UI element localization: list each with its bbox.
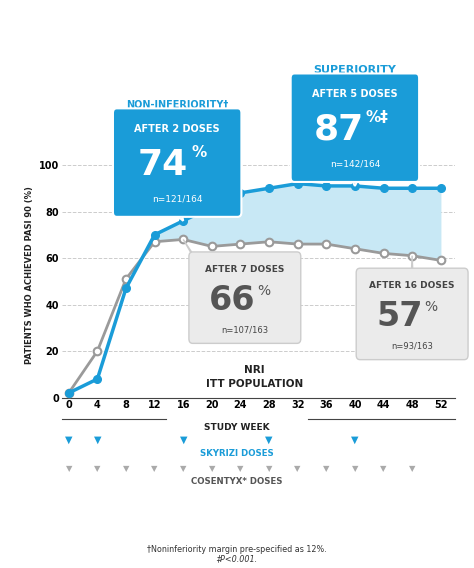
Text: ▼: ▼ bbox=[94, 464, 100, 473]
Text: ▼: ▼ bbox=[237, 464, 244, 473]
Text: ▼: ▼ bbox=[180, 435, 187, 445]
Text: ▼: ▼ bbox=[380, 464, 387, 473]
Text: ▼: ▼ bbox=[294, 464, 301, 473]
Text: n=107/163: n=107/163 bbox=[221, 325, 268, 334]
Text: 74: 74 bbox=[137, 148, 188, 182]
Text: %‡: %‡ bbox=[365, 110, 388, 126]
Text: ▼: ▼ bbox=[265, 435, 273, 445]
Text: 57: 57 bbox=[376, 300, 423, 333]
Text: PRIMARY ENDPOINT: PRIMARY ENDPOINT bbox=[127, 112, 228, 122]
Text: †Noninferiority margin pre-specified as 12%.: †Noninferiority margin pre-specified as … bbox=[147, 545, 327, 554]
Text: ▼: ▼ bbox=[266, 464, 272, 473]
Text: ▼: ▼ bbox=[94, 435, 101, 445]
Text: ITT POPULATION: ITT POPULATION bbox=[206, 379, 303, 389]
Text: 66: 66 bbox=[209, 283, 255, 316]
Text: ▼: ▼ bbox=[352, 464, 358, 473]
Text: %: % bbox=[257, 284, 270, 298]
Text: ▼: ▼ bbox=[65, 464, 72, 473]
Text: SKYRIZI DOSES: SKYRIZI DOSES bbox=[200, 449, 274, 458]
Text: ▼: ▼ bbox=[323, 464, 329, 473]
Text: AFTER 2 DOSES: AFTER 2 DOSES bbox=[134, 124, 220, 134]
Text: STUDY WEEK: STUDY WEEK bbox=[204, 423, 270, 432]
Text: ▼: ▼ bbox=[123, 464, 129, 473]
Text: n=142/164: n=142/164 bbox=[330, 160, 380, 169]
Text: AFTER 5 DOSES: AFTER 5 DOSES bbox=[312, 89, 398, 99]
Text: n=121/164: n=121/164 bbox=[152, 195, 202, 204]
Text: AFTER 7 DOSES: AFTER 7 DOSES bbox=[205, 265, 284, 274]
Text: ▼: ▼ bbox=[409, 464, 415, 473]
Text: ▼: ▼ bbox=[180, 464, 186, 473]
Text: ▼: ▼ bbox=[151, 464, 158, 473]
Text: n=93/163: n=93/163 bbox=[391, 341, 433, 350]
Text: ▼: ▼ bbox=[65, 435, 73, 445]
Text: ‡P<0.001.: ‡P<0.001. bbox=[217, 554, 257, 563]
Text: PRIMARY ENDPOINT: PRIMARY ENDPOINT bbox=[304, 77, 406, 86]
Text: ▼: ▼ bbox=[351, 435, 359, 445]
Y-axis label: PATIENTS WHO ACHIEVED PASI 90 (%): PATIENTS WHO ACHIEVED PASI 90 (%) bbox=[26, 186, 35, 365]
Text: NRI: NRI bbox=[245, 365, 265, 375]
Text: ▼: ▼ bbox=[209, 464, 215, 473]
Text: %: % bbox=[424, 300, 438, 314]
Text: AFTER 16 DOSES: AFTER 16 DOSES bbox=[369, 281, 455, 290]
Text: SUPERIORITY: SUPERIORITY bbox=[313, 65, 396, 75]
Text: NON-INFERIORITY†: NON-INFERIORITY† bbox=[126, 100, 228, 110]
Text: 87: 87 bbox=[314, 112, 365, 147]
Text: %: % bbox=[191, 145, 207, 160]
Text: COSENTYX* DOSES: COSENTYX* DOSES bbox=[191, 477, 283, 486]
